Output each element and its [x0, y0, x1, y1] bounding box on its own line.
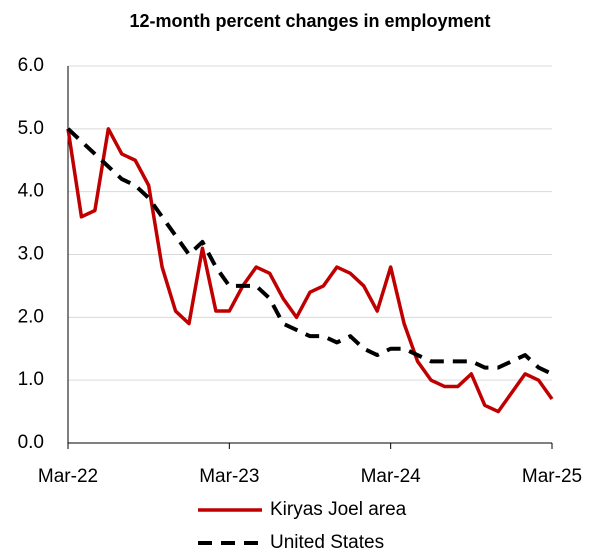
x-tick-label: Mar-23: [199, 466, 259, 487]
series-line: [66, 127, 553, 376]
y-tick-label: 3.0: [18, 244, 44, 265]
x-tick-label: Mar-22: [38, 466, 98, 487]
chart-title: 12-month percent changes in employment: [129, 11, 490, 31]
y-tick-label: 0.0: [18, 432, 44, 453]
y-tick-label: 5.0: [18, 118, 44, 139]
y-tick-label: 2.0: [18, 306, 44, 327]
y-tick-label: 4.0: [18, 181, 44, 202]
y-tick-label: 1.0: [18, 369, 44, 390]
legend-label: Kiryas Joel area: [270, 499, 407, 520]
x-tick-label: Mar-24: [361, 466, 422, 487]
y-tick-label: 6.0: [18, 55, 44, 76]
series-line: [66, 127, 554, 414]
x-tick-label: Mar-25: [522, 466, 582, 487]
legend-label: United States: [270, 532, 384, 553]
